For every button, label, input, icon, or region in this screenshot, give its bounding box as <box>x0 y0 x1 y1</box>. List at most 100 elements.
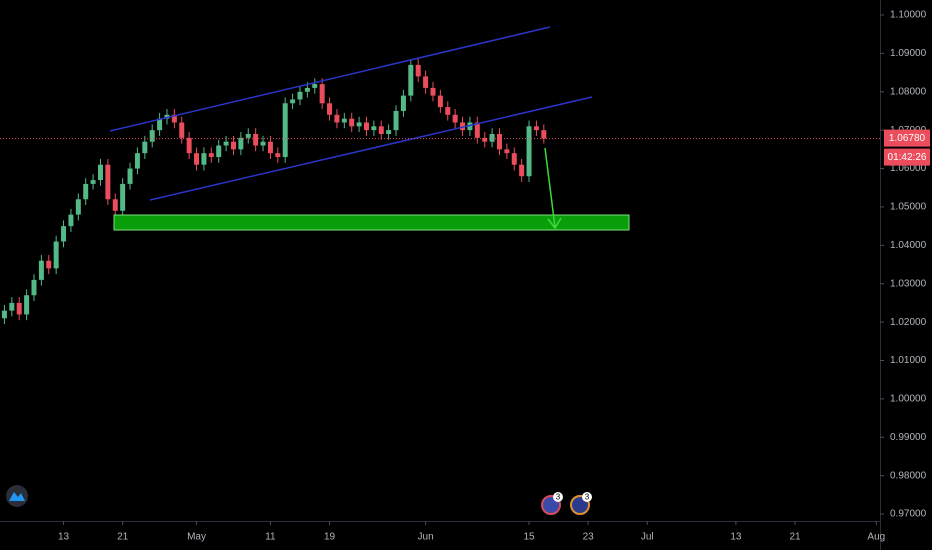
y-tick-label: 1.08000 <box>890 86 927 97</box>
candle-body <box>83 183 89 200</box>
candle-body <box>504 149 510 154</box>
candle-body <box>341 118 347 123</box>
candle-body <box>61 226 67 242</box>
candle-body <box>511 153 517 165</box>
candle-body <box>460 122 466 131</box>
candle-body <box>194 153 200 165</box>
candle-body <box>253 133 259 146</box>
candle-body <box>474 122 480 138</box>
event-badge <box>553 492 563 502</box>
candle-body <box>393 110 399 131</box>
candle-body <box>164 114 170 119</box>
candle-body <box>349 118 355 127</box>
candle-body <box>46 260 52 269</box>
candle-body <box>496 133 502 150</box>
channel-lower <box>149 96 593 201</box>
candle-body <box>38 260 44 280</box>
x-tick-label: 13 <box>730 532 742 543</box>
candles <box>1 59 547 325</box>
candle-body <box>297 91 303 100</box>
candle-body <box>127 168 133 184</box>
candle-body <box>149 130 155 142</box>
candle-body <box>53 241 59 269</box>
candle-body <box>275 153 281 158</box>
y-tick-label: 1.04000 <box>890 240 927 251</box>
candle-body <box>230 141 236 150</box>
candle-body <box>408 64 414 96</box>
y-tick-label: 1.02000 <box>890 317 927 328</box>
candle-body <box>90 180 96 184</box>
candle-body <box>526 126 532 177</box>
x-tick-label: 21 <box>117 532 129 543</box>
candle-body <box>179 122 185 138</box>
target-zone <box>113 214 630 231</box>
y-tick-label: 1.06000 <box>890 163 927 174</box>
candle-body <box>533 126 539 131</box>
x-tick-label: Jun <box>418 532 434 543</box>
candle-body <box>519 164 525 177</box>
y-tick-label: 1.09000 <box>890 48 927 59</box>
candle-body <box>541 130 547 139</box>
candle-body <box>1 310 7 319</box>
x-tick-label: Jul <box>641 532 654 543</box>
x-tick-label: 23 <box>583 532 595 543</box>
candle-body <box>267 141 273 154</box>
candle-body <box>386 130 392 134</box>
event-badge-count: 3 <box>556 493 561 502</box>
countdown-label: 01:42:26 <box>888 152 927 163</box>
candle-body <box>334 114 340 123</box>
x-tick-label: Aug <box>867 532 885 543</box>
candle-body <box>260 141 266 146</box>
candle-body <box>31 279 37 296</box>
candle-body <box>467 122 473 131</box>
candle-body <box>415 64 421 77</box>
last-price-label: 1.06780 <box>889 133 926 144</box>
event-badge-count: 3 <box>585 493 590 502</box>
x-tick-label: 15 <box>523 532 535 543</box>
candle-body <box>75 199 81 215</box>
candle-body <box>437 95 443 108</box>
x-tick-label: 19 <box>324 532 336 543</box>
candle-body <box>423 76 429 88</box>
candle-body <box>171 114 177 123</box>
candle-body <box>400 95 406 111</box>
candle-body <box>482 137 488 142</box>
candle-body <box>312 84 318 88</box>
candle-body <box>378 126 384 134</box>
y-tick-label: 0.97000 <box>890 509 927 520</box>
candle-body <box>327 103 333 115</box>
candle-body <box>142 141 148 154</box>
logo-mark <box>9 492 25 501</box>
candle-body <box>445 107 451 115</box>
y-tick-label: 0.98000 <box>890 470 927 481</box>
projection-arrow <box>544 147 562 230</box>
candle-body <box>157 118 163 131</box>
last-price-box <box>884 129 930 147</box>
candle-body <box>216 145 222 158</box>
candle-body <box>430 87 436 96</box>
candle-body <box>371 126 377 131</box>
y-tick-label: 1.03000 <box>890 278 927 289</box>
y-tick-label: 1.10000 <box>890 10 927 21</box>
x-tick-label: 11 <box>265 532 276 543</box>
candle-body <box>134 153 140 169</box>
x-tick-label: 13 <box>58 532 70 543</box>
event-badge <box>582 492 592 502</box>
candle-body <box>208 153 214 158</box>
axes: 1.100001.090001.080001.070001.060001.050… <box>58 10 927 543</box>
candle-body <box>245 133 251 138</box>
y-tick-label: 1.01000 <box>890 355 927 366</box>
candle-body <box>363 122 369 131</box>
y-tick-label: 1.05000 <box>890 202 927 213</box>
candle-body <box>452 114 458 123</box>
candle-body <box>356 122 362 127</box>
candle-body <box>97 164 103 181</box>
candle-body <box>120 183 126 211</box>
candle-body <box>9 302 15 311</box>
candle-body <box>186 137 192 154</box>
candle-body <box>489 133 495 142</box>
x-tick-label: May <box>187 532 206 543</box>
y-tick-label: 1.00000 <box>890 394 927 405</box>
